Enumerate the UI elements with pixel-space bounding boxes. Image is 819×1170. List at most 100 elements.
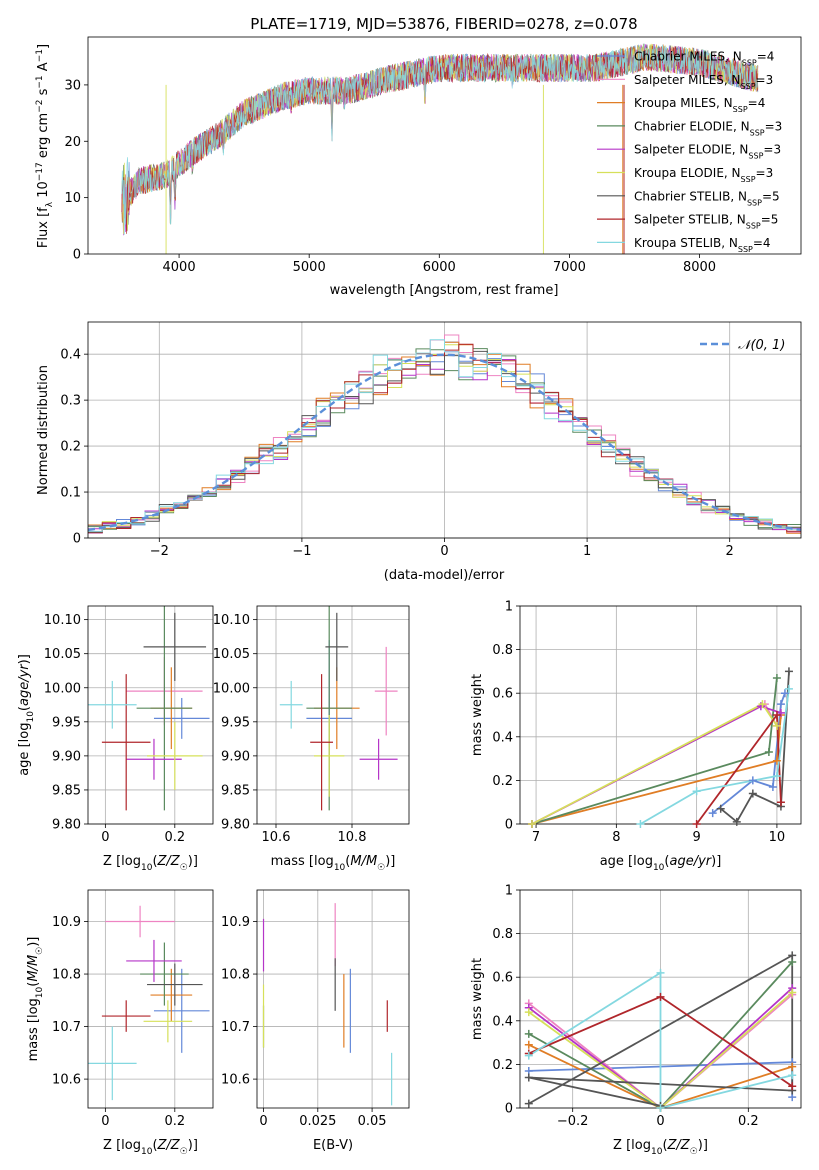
weight-marker bbox=[524, 1099, 533, 1108]
axes-residual-histogram: −2 −1 0 1 2 0 0.1 0.2 0.3 0.4 𝒩(0, 1) (data-model)/… bbox=[36, 321, 802, 583]
weight-line bbox=[531, 677, 778, 824]
axes-age-vs-Z: 0 0.2 9.80 9.85 9.90 9.95 10.00 10.05 10.10 Z [lo… bbox=[17, 605, 214, 873]
weight-marker bbox=[772, 711, 781, 719]
x-tick-label: 9 bbox=[692, 830, 700, 845]
y-tick-label: 0.2 bbox=[492, 1058, 513, 1073]
plot-area bbox=[262, 903, 393, 1106]
weight-line bbox=[528, 993, 793, 1108]
x-tick-label: 1 bbox=[583, 544, 591, 559]
axes-frame bbox=[87, 605, 214, 825]
y-tick-label: 9.95 bbox=[221, 715, 250, 730]
y-tick-label: 0 bbox=[505, 818, 513, 833]
x-axis-label: age [log10(age/yr)] bbox=[600, 854, 722, 873]
legend-entry: Kroupa ELODIE, NSSP=3 bbox=[634, 166, 773, 184]
y-tick-label: 0 bbox=[73, 248, 81, 263]
x-tick-label: 10 bbox=[769, 830, 786, 845]
y-axis-label: Flux [fλ 10−17 erg cm−2 s−1 A−1] bbox=[35, 44, 55, 248]
axes-frame bbox=[256, 605, 410, 825]
weight-marker bbox=[768, 782, 777, 791]
weight-marker bbox=[732, 817, 741, 826]
x-tick-label: 0.05 bbox=[358, 1114, 387, 1129]
y-tick-label: 0.8 bbox=[492, 643, 513, 658]
x-tick-label: 10.6 bbox=[262, 830, 291, 845]
weight-marker bbox=[524, 1051, 533, 1060]
y-axis-label: age [log10(age/yr)] bbox=[17, 654, 36, 776]
y-tick-label: 0.6 bbox=[492, 971, 513, 986]
weight-marker bbox=[772, 772, 781, 781]
plot-area bbox=[279, 606, 398, 811]
spectrum-line bbox=[121, 44, 759, 235]
histogram-step bbox=[88, 339, 801, 532]
weight-marker bbox=[748, 789, 757, 798]
x-tick-label: 0 bbox=[440, 544, 448, 559]
y-tick-label: 10.00 bbox=[213, 681, 250, 696]
y-axis-label: mass weight bbox=[470, 958, 485, 1040]
weight-line bbox=[528, 971, 793, 1108]
x-tick-label: 0.2 bbox=[164, 830, 185, 845]
weight-marker bbox=[772, 673, 781, 682]
x-tick-label: 0.2 bbox=[164, 1114, 185, 1129]
legend: Chabrier MILES, NSSP=4 Salpeter MILES, NS… bbox=[597, 50, 782, 254]
y-tick-label: 9.95 bbox=[52, 715, 81, 730]
y-tick-label: 10.6 bbox=[52, 1073, 81, 1088]
axes-spectrum: 4000 5000 6000 7000 8000 0 10 20 30 Chabrier MILE… bbox=[35, 36, 802, 298]
weight-marker bbox=[748, 776, 757, 785]
axes-frame bbox=[87, 36, 802, 255]
weight-marker bbox=[776, 708, 785, 717]
weight-marker bbox=[776, 700, 785, 709]
x-tick-label: 10.8 bbox=[338, 830, 367, 845]
x-tick-label: 6000 bbox=[423, 260, 456, 275]
y-tick-label: 10 bbox=[64, 191, 81, 206]
y-tick-label: 30 bbox=[64, 78, 81, 93]
axes-mass-vs-ebv: 0 0.025 0.05 10.6 10.7 10.8 10.9 E(B-V) bbox=[221, 889, 410, 1153]
weight-marker bbox=[788, 1071, 797, 1080]
x-axis-label: wavelength [Angstrom, rest frame] bbox=[330, 283, 559, 298]
y-axis-label: Normed distribution bbox=[36, 365, 51, 495]
axes-frame bbox=[87, 889, 214, 1109]
x-tick-label: 0 bbox=[259, 1114, 267, 1129]
y-tick-label: 10.00 bbox=[44, 681, 81, 696]
weight-marker bbox=[788, 951, 797, 960]
y-tick-label: 10.8 bbox=[221, 968, 250, 983]
legend-entry: Salpeter MILES, NSSP=3 bbox=[634, 73, 773, 91]
x-tick-label: 0 bbox=[101, 830, 109, 845]
normal-curve bbox=[88, 353, 801, 532]
y-axis-label: mass [log10(M/M☉)] bbox=[26, 937, 45, 1062]
y-tick-label: 10.9 bbox=[52, 915, 81, 930]
weight-marker bbox=[636, 820, 645, 828]
axes-frame bbox=[256, 889, 410, 1109]
weight-marker bbox=[524, 1008, 533, 1017]
x-tick-label: 7000 bbox=[553, 260, 586, 275]
y-tick-label: 1 bbox=[505, 600, 513, 615]
y-tick-label: 0.6 bbox=[492, 687, 513, 702]
weight-marker bbox=[656, 1104, 665, 1112]
weight-marker bbox=[776, 798, 785, 807]
y-tick-label: 0.2 bbox=[60, 440, 81, 455]
axes-age-vs-mass: 10.6 10.8 9.80 9.85 9.90 9.95 10.00 10.05 10.10 m… bbox=[213, 605, 410, 873]
x-tick-label: 5000 bbox=[293, 260, 326, 275]
legend-entry: Kroupa STELIB, NSSP=4 bbox=[634, 236, 771, 254]
weight-marker bbox=[758, 700, 767, 709]
weight-marker bbox=[524, 1073, 533, 1082]
axes-mass-vs-Z: 0 0.2 10.6 10.7 10.8 10.9 Z [log10(Z/Z☉)] mass … bbox=[26, 889, 214, 1157]
x-axis-label: Z [log10(Z/Z☉)] bbox=[103, 854, 198, 873]
y-tick-label: 10.10 bbox=[213, 613, 250, 628]
x-tick-label: 4000 bbox=[163, 260, 196, 275]
y-tick-label: 0 bbox=[73, 532, 81, 547]
weight-marker bbox=[788, 1082, 797, 1091]
weight-marker bbox=[528, 820, 537, 828]
y-tick-label: 20 bbox=[64, 135, 81, 150]
y-tick-label: 0.4 bbox=[492, 730, 513, 745]
y-tick-label: 10.9 bbox=[221, 915, 250, 930]
x-tick-label: −2 bbox=[150, 544, 169, 559]
plot-area bbox=[528, 953, 794, 1108]
y-tick-label: 10.05 bbox=[213, 647, 250, 662]
plot-area bbox=[88, 334, 801, 534]
y-tick-label: 0.4 bbox=[492, 1014, 513, 1029]
weight-line bbox=[528, 961, 793, 1108]
weight-line bbox=[639, 688, 790, 824]
weight-line bbox=[531, 705, 782, 824]
legend-entry: 𝒩(0, 1) bbox=[738, 338, 785, 353]
weight-line bbox=[531, 714, 782, 824]
